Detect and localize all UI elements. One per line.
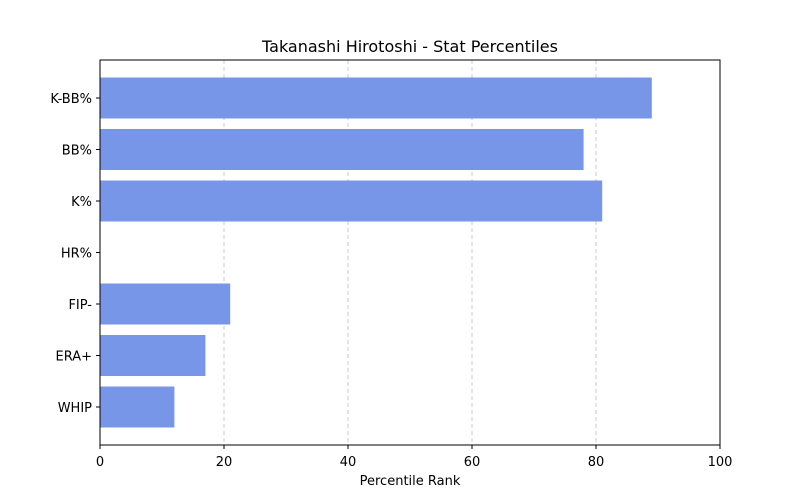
- bar-bb-: [100, 129, 584, 170]
- y-tick-label: WHIP: [58, 401, 92, 416]
- x-tick-label: 40: [340, 455, 357, 470]
- bar-fip-: [100, 283, 231, 325]
- bar-k-bb-: [100, 77, 652, 119]
- x-tick-label: 20: [216, 455, 233, 470]
- bars: [100, 77, 652, 428]
- y-tick-label: K-BB%: [50, 92, 92, 107]
- x-tick-label: 0: [96, 455, 104, 470]
- y-tick-label: ERA+: [55, 350, 92, 365]
- y-tick-label: FIP-: [68, 298, 92, 313]
- bar-whip: [100, 386, 175, 428]
- x-tick-label: 60: [464, 455, 481, 470]
- grid-lines: [223, 60, 597, 445]
- bar-k-: [100, 180, 603, 222]
- x-tick-label: 100: [708, 455, 733, 470]
- y-axis: K-BB% BB% K% HR% FIP- ERA+ WHIP: [50, 92, 100, 416]
- x-axis: 0 20 40 60 80 100: [96, 445, 733, 470]
- x-tick-label: 80: [588, 455, 605, 470]
- y-tick-label: HR%: [61, 247, 92, 262]
- chart-title: Takanashi Hirotoshi - Stat Percentiles: [261, 37, 558, 56]
- x-axis-label: Percentile Rank: [360, 474, 461, 489]
- bar-era-: [100, 335, 206, 376]
- y-tick-label: BB%: [62, 144, 92, 159]
- y-tick-label: K%: [71, 195, 92, 210]
